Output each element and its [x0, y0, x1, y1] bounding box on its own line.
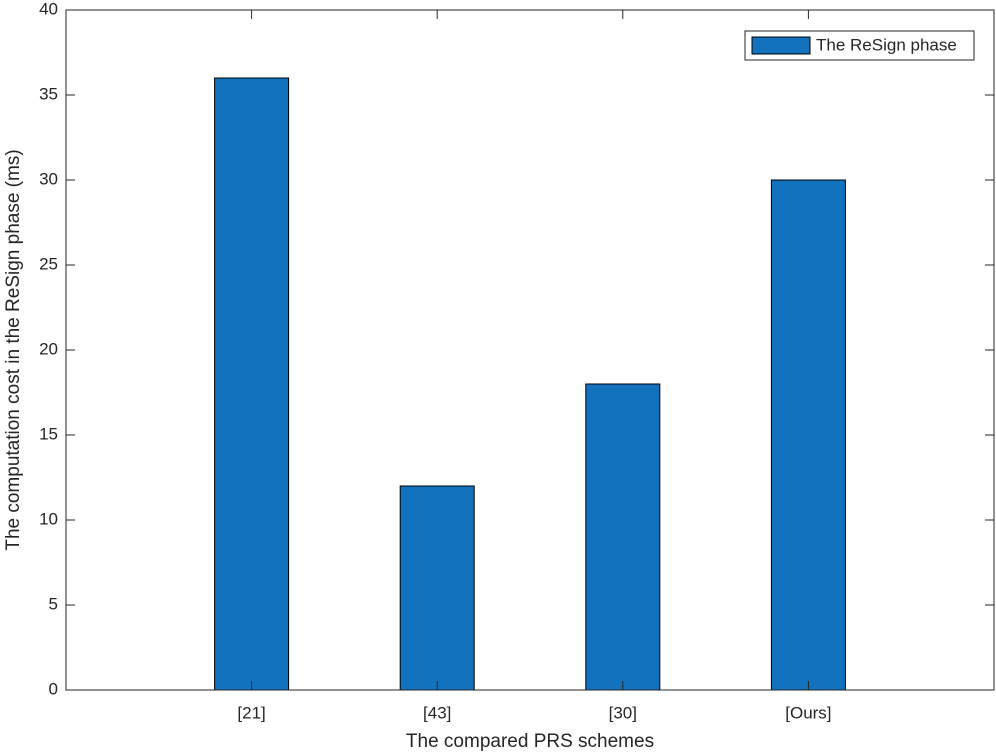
- y-tick-label: 20: [39, 339, 58, 358]
- bar: [214, 77, 290, 691]
- bar: [585, 383, 661, 691]
- y-tick-label: 35: [39, 84, 58, 103]
- y-tick-label: 25: [39, 254, 58, 273]
- bar: [399, 485, 475, 691]
- legend-label: The ReSign phase: [816, 35, 957, 54]
- y-tick-label: 30: [39, 169, 58, 188]
- legend-swatch: [751, 36, 811, 55]
- y-tick-label: 5: [49, 594, 58, 613]
- y-axis-label: The computation cost in the ReSign phase…: [3, 149, 24, 550]
- y-tick-label: 0: [49, 679, 58, 698]
- axes-box: [65, 9, 995, 691]
- y-tick-label: 15: [39, 424, 58, 443]
- x-tick-label: [21]: [237, 703, 265, 722]
- x-tick-label: [Ours]: [785, 703, 831, 722]
- y-tick-label: 10: [39, 509, 58, 528]
- bar: [770, 179, 846, 691]
- x-axis-label: The compared PRS schemes: [406, 731, 654, 752]
- y-tick-label: 40: [39, 0, 58, 18]
- x-tick-label: [43]: [423, 703, 451, 722]
- x-tick-label: [30]: [609, 703, 637, 722]
